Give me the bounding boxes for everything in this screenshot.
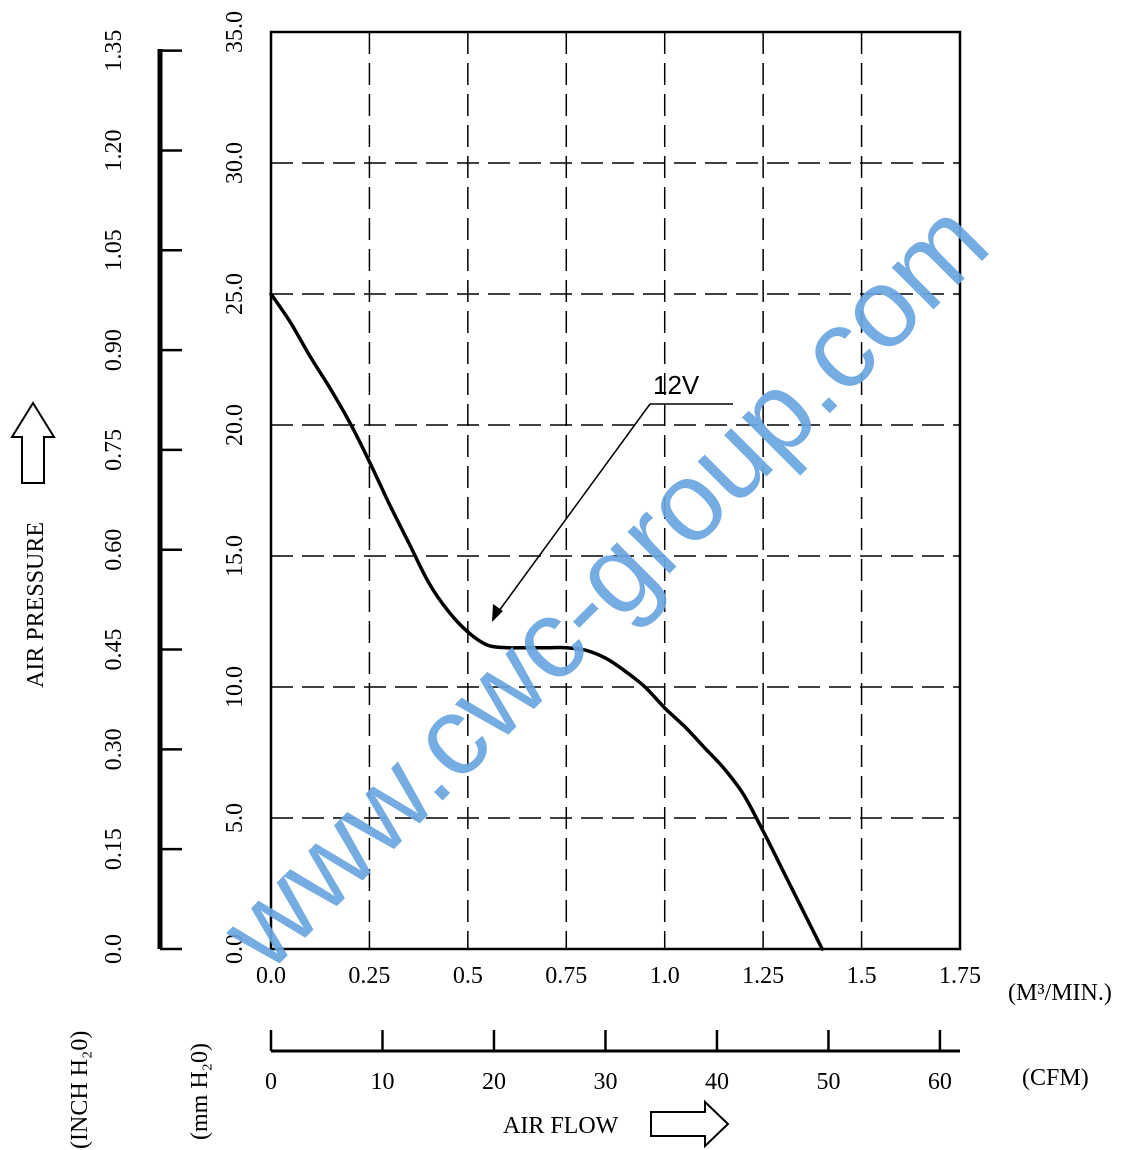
inch-tick-label: 0.30	[101, 728, 127, 770]
y-axis-title: AIR PRESSURE	[23, 522, 49, 688]
cfm-tick-label: 10	[370, 1069, 394, 1095]
x-tick-label: 0.25	[348, 963, 390, 989]
cfm-tick-label: 50	[816, 1069, 840, 1095]
x-tick-label: 1.25	[742, 963, 784, 989]
x-axis-title: AIR FLOW	[503, 1113, 619, 1139]
watermark-text: www.cwc-group.com	[196, 177, 1011, 992]
x-tick-label: 0.5	[453, 963, 483, 989]
inch-tick-label: 0.15	[101, 828, 127, 870]
inch-tick-label: 1.35	[101, 30, 127, 72]
cfm-tick-label: 60	[928, 1069, 952, 1095]
y-tick-label: 35.0	[222, 11, 248, 53]
mm-axis: 0.0 5.0 10.0 15.0 20.0 25.0 30.0 35.0	[222, 11, 248, 964]
inch-tick-label: 0.45	[101, 629, 127, 671]
m3-axis: 0.0 0.25 0.5 0.75 1.0 1.25 1.5 1.75	[256, 963, 981, 989]
up-arrow-icon	[10, 401, 56, 484]
annotation-arrowhead-icon	[492, 604, 503, 622]
y-tick-label: 0.0	[222, 934, 248, 964]
inch-tick-label: 1.05	[101, 229, 127, 271]
cfm-tick-label: 40	[705, 1069, 729, 1095]
plot-frame	[269, 30, 962, 951]
inch-tick-label: 0.60	[101, 529, 127, 571]
x-tick-label: 1.5	[847, 963, 877, 989]
mm-unit-label: (mm H₂0)	[187, 1043, 213, 1140]
m3-unit-label: (M³/MIN.)	[1008, 980, 1112, 1006]
y-tick-label: 30.0	[222, 142, 248, 184]
inch-tick-label: 0.0	[101, 934, 127, 964]
right-arrow-icon	[650, 1099, 730, 1149]
x-tick-label: 0.75	[545, 963, 587, 989]
inch-unit-label: (INCH H₂0)	[67, 1031, 93, 1149]
y-tick-label: 25.0	[222, 273, 248, 315]
inch-tick-label: 0.90	[101, 329, 127, 371]
x-tick-label: 1.75	[939, 963, 981, 989]
cfm-axis: 0 10 20 30 40 50 60	[265, 1030, 952, 1095]
inch-tick-label: 1.20	[101, 129, 127, 171]
cfm-tick-label: 0	[265, 1069, 277, 1095]
series-line-12v	[269, 292, 824, 951]
cfm-tick-label: 30	[593, 1069, 617, 1095]
inch-axis: 0.0 0.15 0.30 0.45 0.60 0.75 0.90 1.05 1.20 1.35	[101, 30, 182, 964]
annotation-arrow-line-12v	[495, 403, 651, 616]
cfm-tick-label: 20	[482, 1069, 506, 1095]
inch-tick-label: 0.75	[101, 429, 127, 471]
y-tick-label: 15.0	[222, 535, 248, 577]
x-tick-label: 1.0	[650, 963, 680, 989]
y-tick-label: 20.0	[222, 404, 248, 446]
cfm-unit-label: (CFM)	[1022, 1065, 1089, 1091]
annotation-12v-label: 12V	[653, 370, 700, 400]
x-tick-label: 0.0	[256, 963, 286, 989]
y-tick-label: 10.0	[222, 666, 248, 708]
y-tick-label: 5.0	[222, 803, 248, 833]
grid-lines	[271, 32, 960, 949]
